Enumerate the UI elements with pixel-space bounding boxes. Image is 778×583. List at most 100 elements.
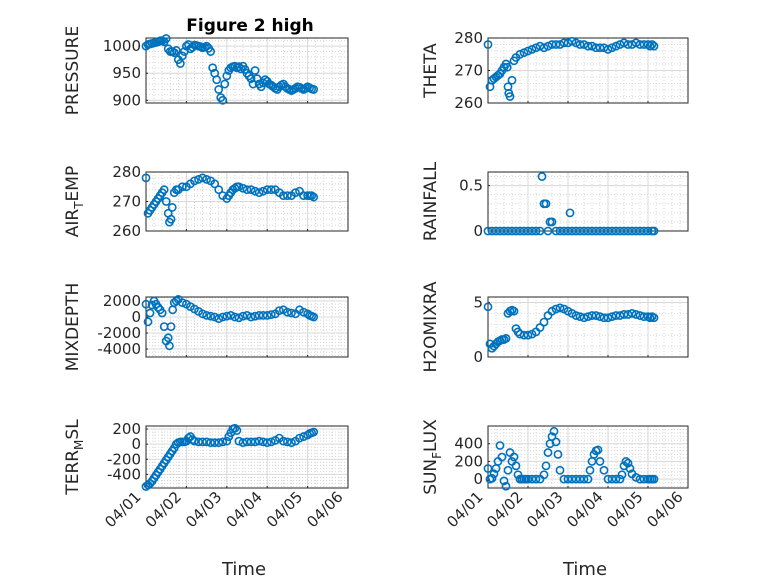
data-point	[238, 438, 248, 448]
data-point	[603, 44, 613, 54]
x-tick-label: 04/01	[101, 488, 144, 531]
data-point	[649, 313, 659, 323]
y-tick-label: 400	[454, 435, 483, 453]
data-point	[198, 173, 207, 183]
theta-series	[483, 36, 659, 101]
data-point	[647, 40, 657, 49]
data-point	[218, 312, 228, 322]
data-point	[214, 314, 224, 323]
x-tick-label: 04/06	[643, 488, 686, 531]
data-point	[649, 41, 659, 51]
data-point	[627, 308, 637, 318]
data-point	[625, 464, 635, 473]
data-point	[282, 307, 292, 317]
data-point	[583, 41, 593, 51]
terr-msl-frame	[145, 425, 349, 489]
data-point	[206, 47, 216, 56]
data-point	[617, 470, 627, 480]
data-point	[166, 322, 176, 331]
data-point	[262, 185, 272, 195]
pressure-series	[141, 34, 319, 105]
y-tick-label: 260	[454, 94, 483, 112]
data-point	[234, 182, 244, 192]
data-point	[635, 311, 645, 320]
rainfall-ylabel: RAINFALL	[421, 161, 441, 241]
data-point	[287, 438, 296, 448]
data-point	[307, 191, 317, 200]
data-point	[167, 202, 177, 212]
data-point	[222, 436, 232, 446]
data-point	[539, 317, 549, 327]
data-point	[246, 74, 256, 84]
data-point	[282, 437, 292, 447]
data-point	[309, 312, 319, 322]
data-point	[619, 310, 629, 319]
figure-title: Figure 2 high	[186, 16, 314, 36]
data-point	[262, 310, 272, 320]
theta-axes: 260 270 280 THETA	[421, 29, 689, 112]
data-point	[579, 313, 589, 323]
data-point	[222, 71, 232, 81]
air-temp-ylabel: AIRTEMP	[63, 166, 86, 237]
data-point	[222, 311, 232, 321]
data-point	[194, 174, 203, 184]
data-point	[242, 185, 252, 195]
y-tick-label: 0	[473, 222, 483, 240]
data-point	[309, 427, 319, 437]
y-tick-label: 0	[473, 470, 483, 488]
data-point	[495, 441, 505, 450]
data-point	[242, 310, 252, 320]
y-tick-label: 0	[473, 348, 483, 366]
data-point	[210, 312, 220, 322]
data-point	[535, 323, 545, 332]
data-point	[202, 174, 211, 184]
data-point	[587, 311, 597, 320]
data-point	[571, 38, 581, 48]
data-point	[611, 474, 621, 484]
data-point	[483, 302, 493, 312]
y-tick-label: 280	[454, 29, 483, 47]
x-tick-label: 04/04	[563, 488, 606, 531]
h2omixra-ylabel: H2OMIXRA	[421, 281, 441, 372]
data-point	[250, 66, 260, 75]
data-point	[591, 311, 601, 320]
data-point	[248, 79, 258, 89]
data-point	[607, 43, 617, 53]
data-point	[218, 95, 228, 105]
y-tick-label: -4000	[97, 340, 141, 358]
theta-ylabel: THETA	[421, 43, 441, 99]
data-point	[242, 437, 252, 447]
data-point	[489, 469, 499, 479]
data-point	[153, 302, 163, 312]
h2omixra-series	[483, 302, 659, 353]
y-tick-label: 270	[454, 62, 483, 80]
data-point	[218, 437, 228, 447]
subplot-grid: 900 950 1000 PRESSURE 260 270 280 THETA 260 270 28…	[63, 26, 689, 580]
data-point	[585, 465, 595, 475]
data-point	[266, 437, 276, 447]
data-point	[210, 438, 220, 448]
sun-flux-ylabel: SUNFLUX	[421, 419, 444, 495]
mixdepth-ylabel: MIXDEPTH	[63, 283, 83, 372]
data-point	[198, 309, 207, 319]
y-tick-label: 5	[473, 293, 483, 311]
data-point	[254, 436, 264, 446]
y-tick-label: 1000	[103, 37, 141, 55]
data-point	[507, 75, 517, 85]
data-point	[531, 226, 541, 236]
data-point	[541, 199, 551, 209]
data-point	[505, 448, 515, 457]
data-point	[587, 41, 597, 51]
data-point	[567, 36, 577, 46]
data-point	[309, 85, 319, 94]
pressure-axes: 900 950 1000 PRESSURE	[63, 26, 349, 115]
data-point	[214, 185, 224, 195]
data-point	[161, 197, 171, 206]
y-tick-label: 900	[112, 91, 141, 109]
data-point	[165, 341, 174, 351]
data-point	[232, 426, 242, 435]
data-point	[274, 306, 284, 315]
mixdepth-frame	[145, 296, 349, 358]
terr-msl-ylabel: TERRMSL	[63, 419, 86, 496]
